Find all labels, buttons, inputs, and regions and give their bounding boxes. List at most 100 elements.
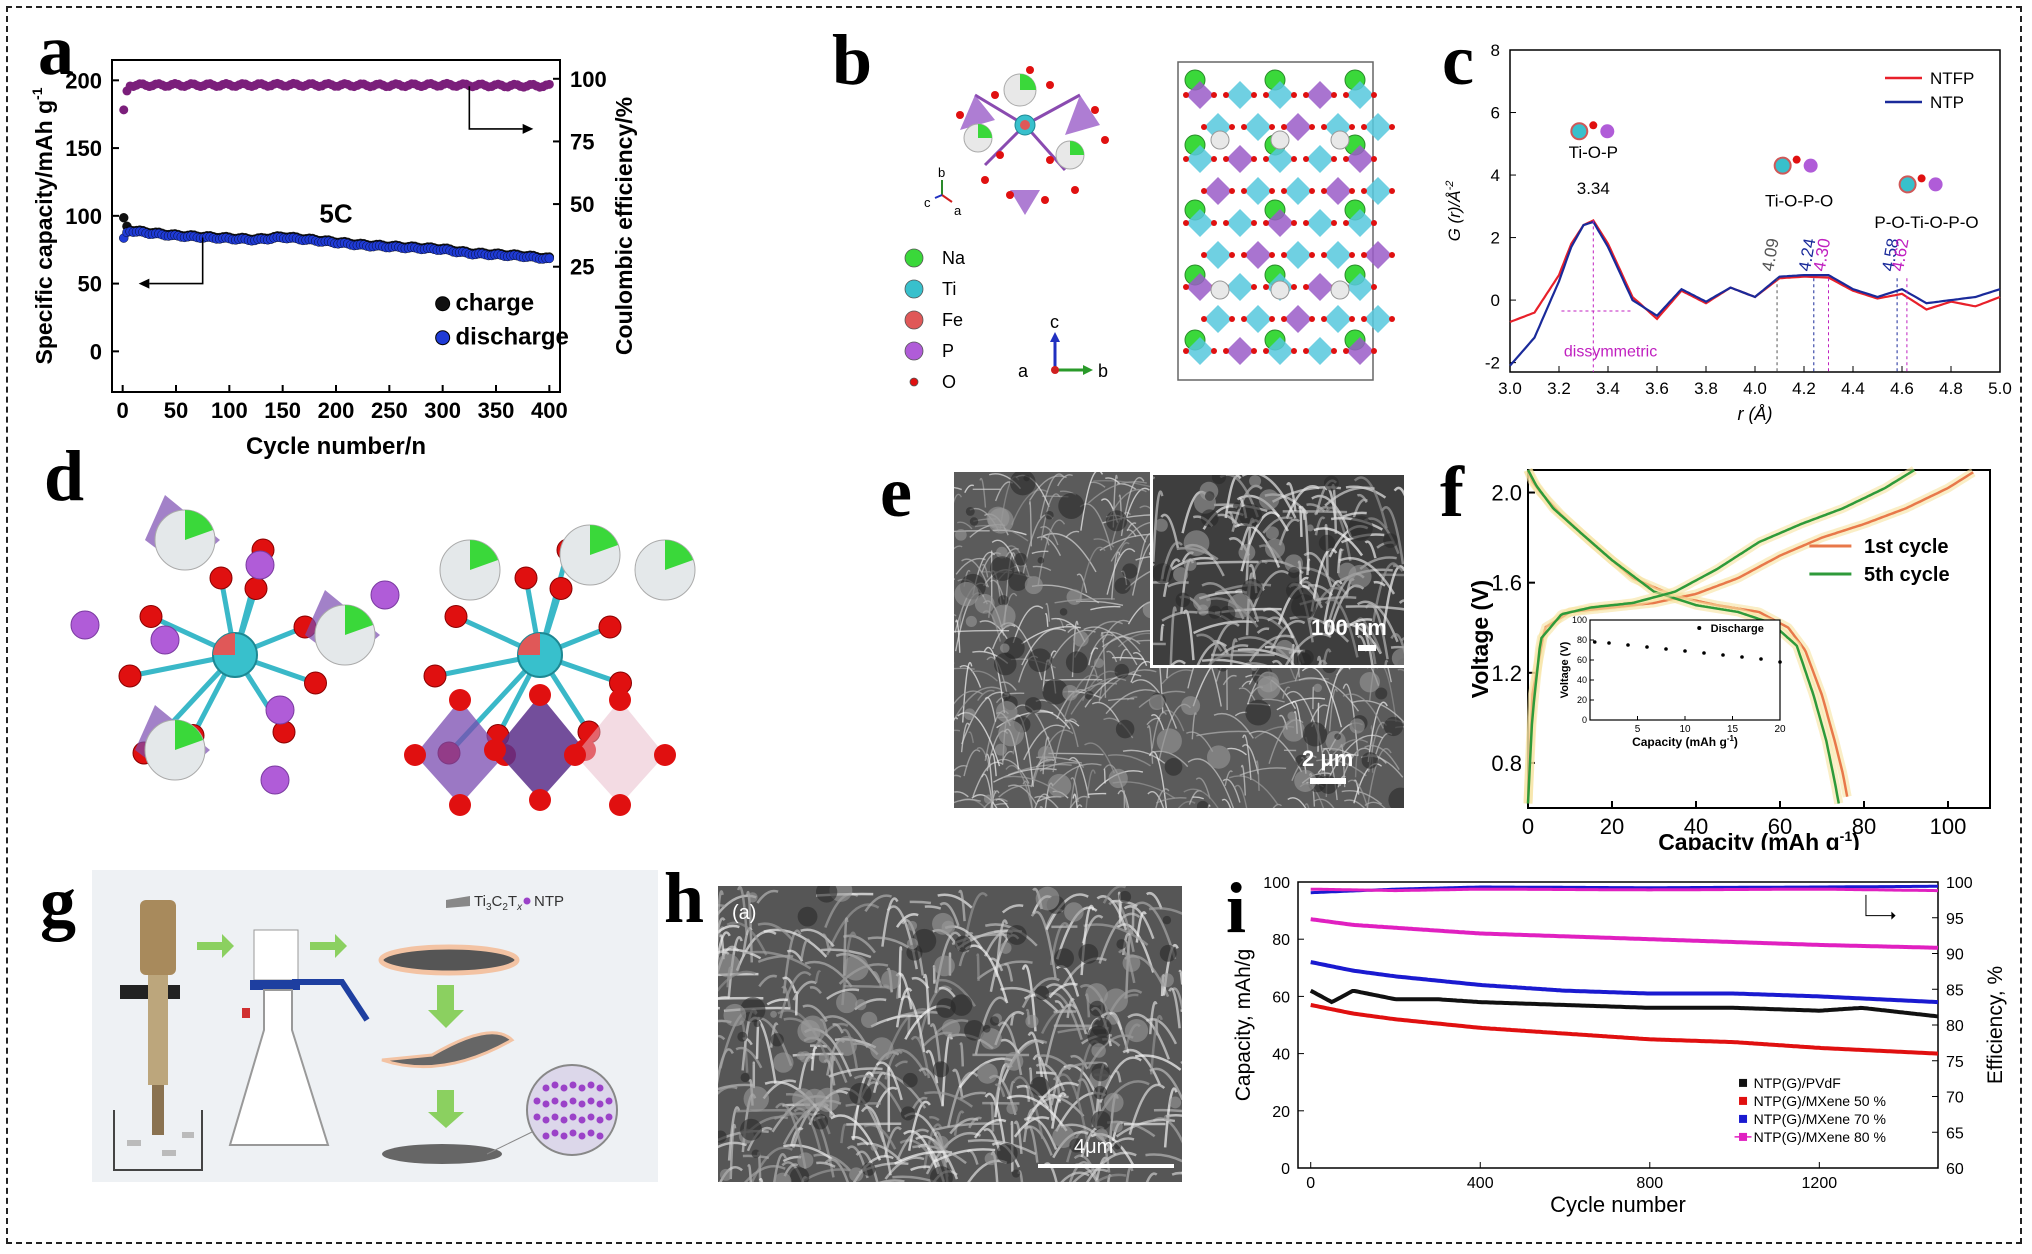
sem-particle xyxy=(1233,502,1241,510)
sem-fiber xyxy=(1048,982,1078,999)
o-atom xyxy=(304,671,327,695)
panel-label-e: e xyxy=(880,452,912,532)
polyhedron xyxy=(1244,241,1272,269)
y-tick-label: 100 xyxy=(1263,875,1290,892)
y-tick-label: 200 xyxy=(65,68,102,93)
legend-label-2: NTP(G)/MXene 70 % xyxy=(1754,1111,1886,1127)
sem-particle xyxy=(1045,510,1054,520)
sem-fiber xyxy=(1324,523,1329,576)
sem-fiber xyxy=(1032,565,1052,572)
sem-fiber xyxy=(1390,633,1404,655)
sem-particle xyxy=(1323,475,1339,491)
x-tick-label: 0 xyxy=(1522,814,1534,839)
sem-fiber xyxy=(758,974,778,988)
sem-fiber xyxy=(718,1083,753,1091)
legend-mxene: Ti3C2Tx xyxy=(474,893,523,913)
sem-particle xyxy=(990,556,1015,581)
sem-fiber xyxy=(1153,642,1166,646)
sem-fiber xyxy=(1116,542,1130,562)
sem-fiber xyxy=(1007,784,1038,806)
sem-fiber xyxy=(1087,792,1107,796)
sem-fiber xyxy=(1093,480,1153,488)
arrow-left-head xyxy=(138,278,150,289)
x-tick-label: 300 xyxy=(424,398,461,423)
sem-fiber xyxy=(1031,729,1074,787)
sem-fiber xyxy=(1042,532,1097,573)
sem-fiber xyxy=(1195,633,1223,652)
sem-fiber xyxy=(979,478,987,508)
ntp-dot xyxy=(551,1129,559,1137)
sem-fiber xyxy=(1053,1010,1077,1014)
sem-fiber xyxy=(1364,745,1400,771)
sem-particle xyxy=(1104,988,1129,1013)
sem-fiber xyxy=(1027,1031,1044,1078)
sem-fiber xyxy=(1354,750,1360,778)
o-atom xyxy=(1321,252,1327,258)
sem-particle xyxy=(950,994,973,1016)
vacancy-sphere xyxy=(1330,130,1350,150)
sem-fiber xyxy=(990,1101,995,1132)
o-atom xyxy=(564,744,586,766)
y2-tick-label: 75 xyxy=(570,129,594,154)
sem-fiber xyxy=(1013,1116,1050,1138)
ntp-dot xyxy=(587,1129,595,1137)
sem-particle xyxy=(836,1035,857,1056)
o-atom xyxy=(1291,284,1297,290)
x-tick-label: 80 xyxy=(1852,814,1876,839)
sem-fiber xyxy=(1167,581,1189,588)
inset-x-tick-label: 20 xyxy=(1774,724,1786,735)
series-line xyxy=(1310,1003,1939,1056)
sem-fiber xyxy=(993,768,1057,783)
series-line-NTP xyxy=(1509,220,2001,367)
sem-particle xyxy=(1103,1092,1124,1113)
o-atom xyxy=(1251,348,1257,354)
sem-fiber xyxy=(1025,1125,1039,1163)
sem-fiber xyxy=(1367,701,1388,763)
polyhedron xyxy=(1284,241,1312,269)
sem-fiber xyxy=(1126,529,1137,537)
polyhedron xyxy=(1346,273,1374,301)
sem-particle xyxy=(1238,544,1256,561)
sem-fiber xyxy=(1116,923,1155,973)
sem-fiber xyxy=(1034,795,1059,808)
sem-h-texture xyxy=(718,886,1182,1182)
polyhedron xyxy=(1324,177,1352,205)
sem-fiber xyxy=(964,892,988,937)
sem-particle xyxy=(1284,554,1304,573)
o-atom xyxy=(1371,156,1377,162)
ntp-dot xyxy=(578,1116,586,1124)
sem-fiber xyxy=(974,996,1007,1055)
arrow-right-head xyxy=(522,123,534,134)
polyhedron xyxy=(1244,177,1272,205)
sem-fiber xyxy=(1125,1166,1134,1182)
sem-fiber xyxy=(727,1106,741,1161)
x-tick-label: 200 xyxy=(318,398,355,423)
sem-fiber xyxy=(718,917,726,938)
sem-fiber xyxy=(1039,806,1043,808)
sem-fiber xyxy=(954,545,963,550)
inset-x-tick-label: 5 xyxy=(1635,724,1641,735)
inset-y-tick-label: 40 xyxy=(1577,675,1587,685)
sem-particle xyxy=(1058,492,1085,519)
sem-fiber xyxy=(1076,804,1083,808)
sem-fiber xyxy=(1160,623,1165,641)
o-atom xyxy=(1361,124,1367,130)
mixer xyxy=(113,900,203,1171)
o-atom xyxy=(1361,252,1367,258)
legend-label-3: NTP(G)/MXene 80 % xyxy=(1754,1129,1886,1145)
sem-fiber xyxy=(1044,613,1049,627)
sem-fiber xyxy=(1131,905,1135,928)
sem-fiber xyxy=(892,1175,939,1182)
sem-fiber xyxy=(745,890,754,963)
sem-particle xyxy=(900,1106,916,1121)
sem-fiber xyxy=(1012,605,1044,643)
y-tick-label: 1.2 xyxy=(1491,661,1522,686)
vacancy-sphere xyxy=(1270,130,1290,150)
sem-particle xyxy=(1091,1110,1111,1131)
sem-fiber xyxy=(1380,506,1404,565)
sem-fiber xyxy=(1154,1018,1159,1036)
sem-fiber xyxy=(718,924,740,934)
sem-fiber xyxy=(1352,498,1369,518)
sem-fiber xyxy=(938,986,957,999)
o-atom xyxy=(1229,316,1235,322)
